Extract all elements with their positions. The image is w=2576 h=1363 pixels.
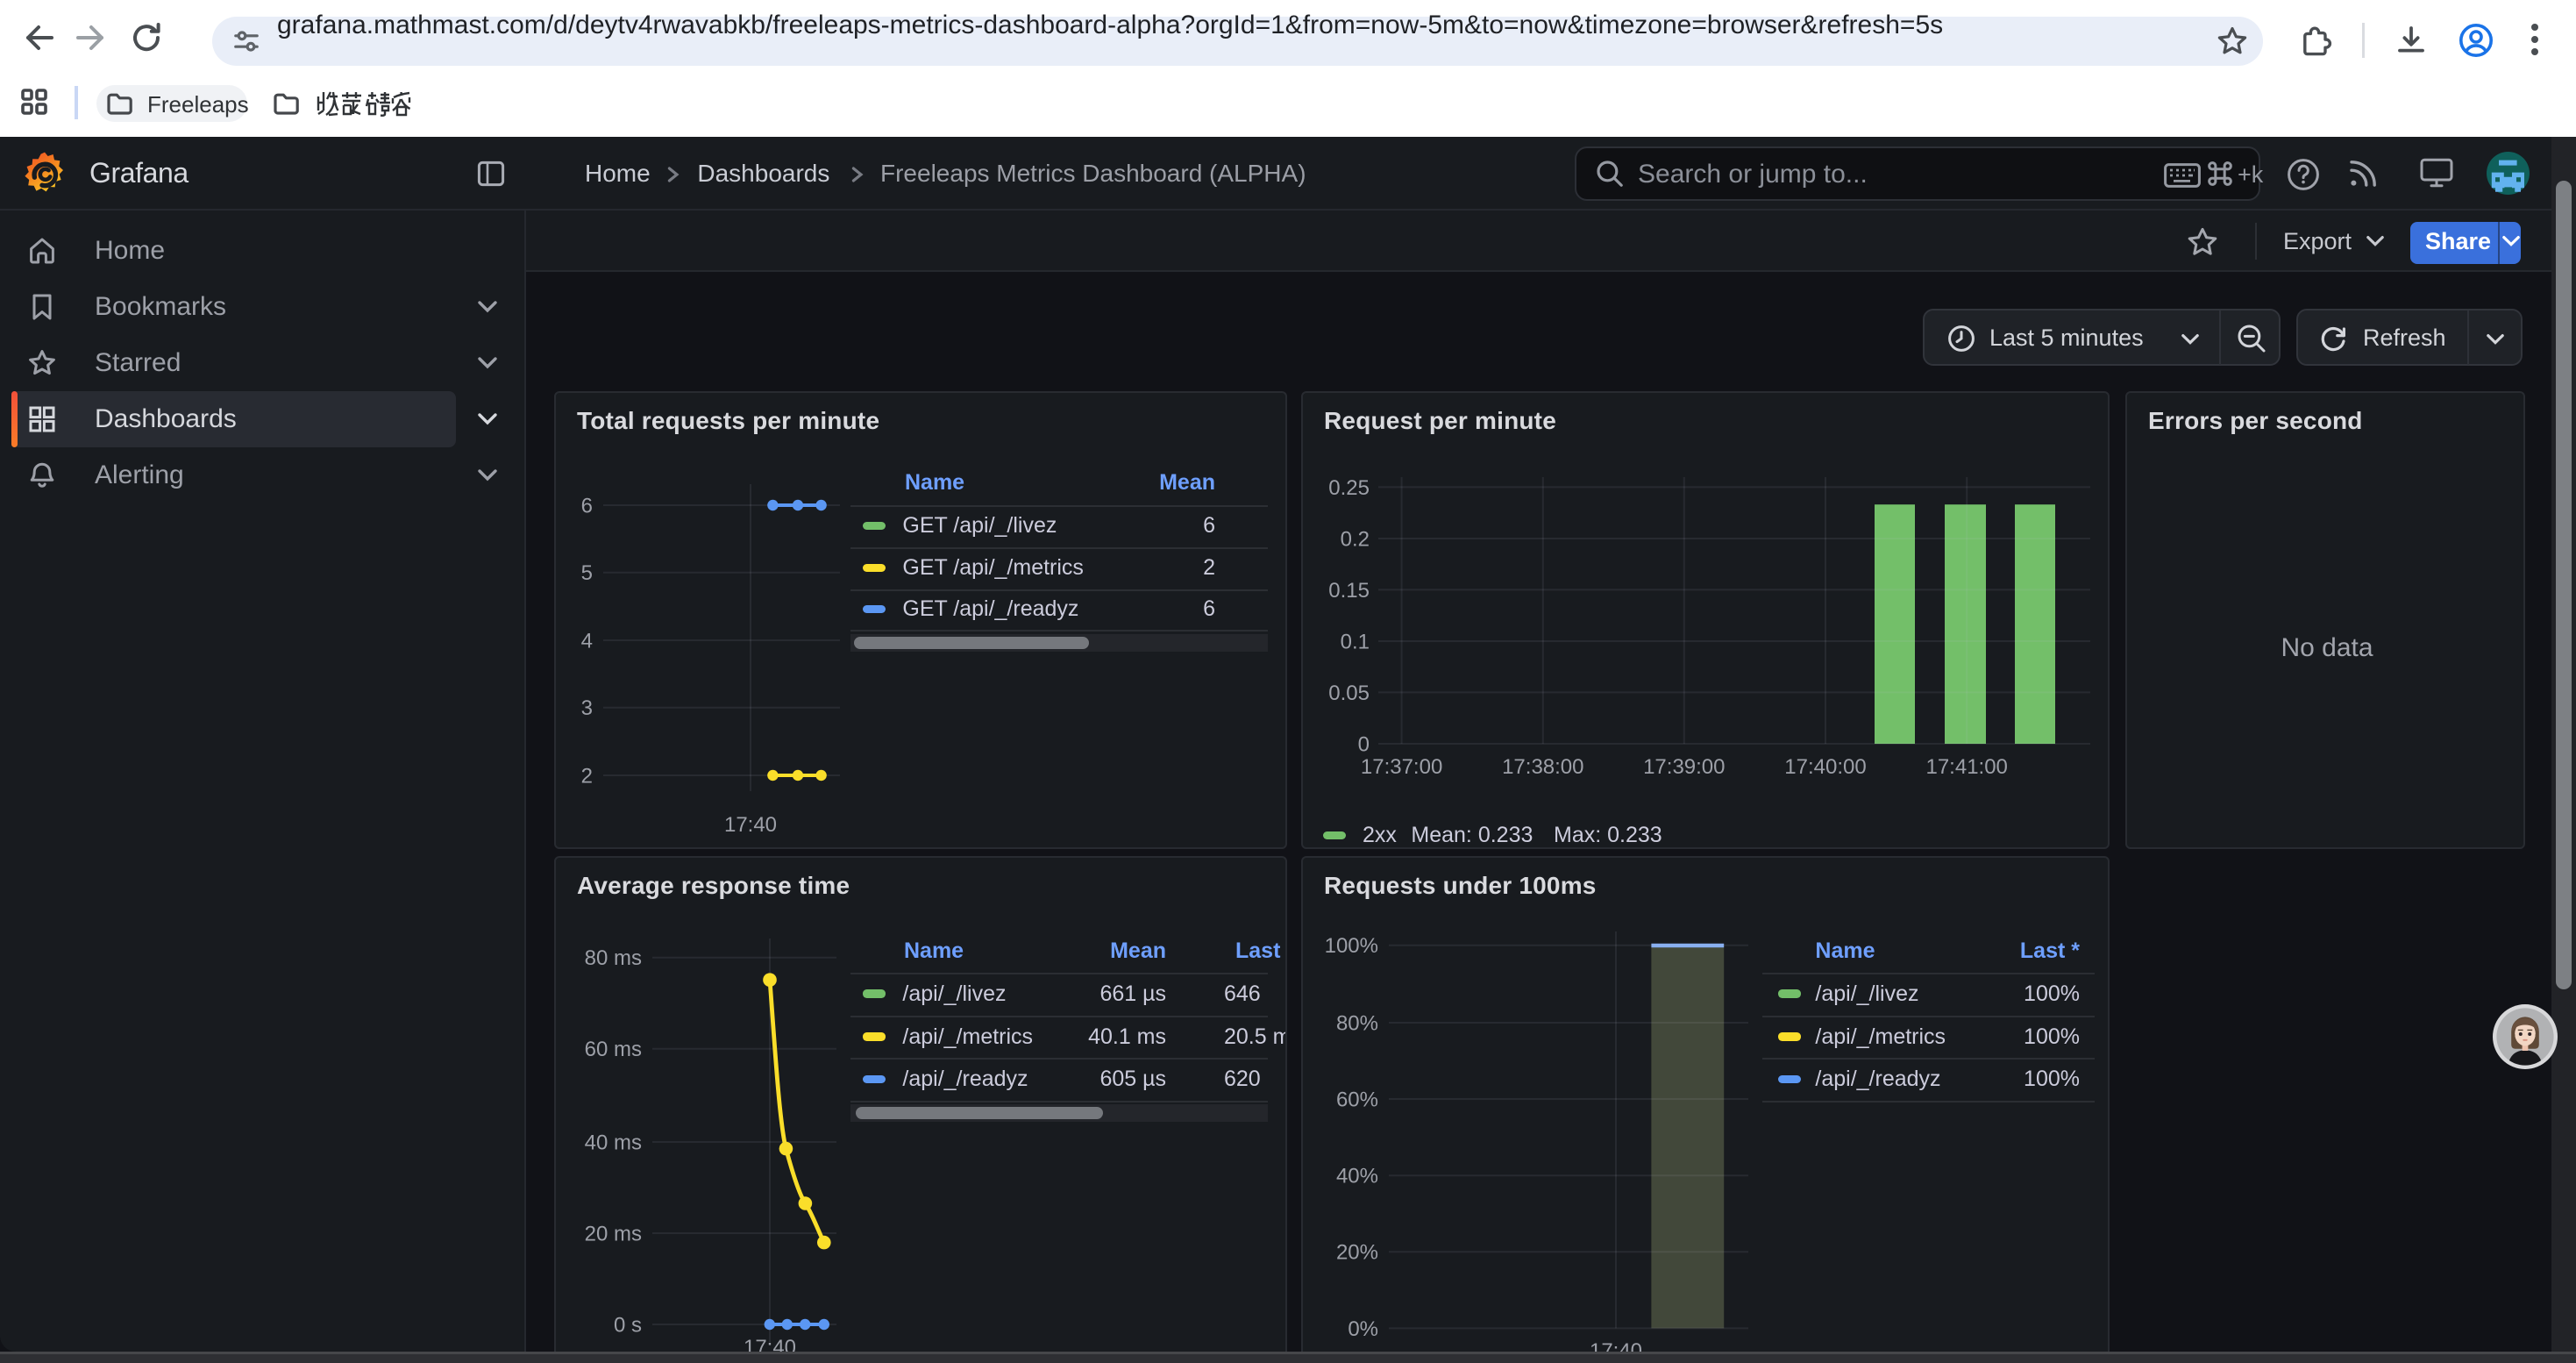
svg-text:0.25: 0.25 (1328, 476, 1370, 500)
svg-text:0.15: 0.15 (1328, 579, 1370, 603)
svg-text:0.05: 0.05 (1328, 682, 1370, 705)
svg-text:2: 2 (581, 764, 593, 788)
svg-text:80 ms: 80 ms (585, 946, 642, 970)
svg-text:40%: 40% (1336, 1165, 1378, 1188)
svg-text:17:40: 17:40 (724, 813, 777, 837)
svg-text:17:37:00: 17:37:00 (1361, 755, 1442, 779)
svg-text:17:40:00: 17:40:00 (1784, 755, 1866, 779)
svg-text:0 s: 0 s (614, 1313, 642, 1337)
svg-text:17:39:00: 17:39:00 (1643, 755, 1725, 779)
svg-text:6: 6 (581, 494, 593, 517)
svg-text:5: 5 (581, 561, 593, 585)
svg-text:17:41:00: 17:41:00 (1925, 755, 2007, 779)
svg-text:0.2: 0.2 (1341, 527, 1370, 551)
svg-text:20 ms: 20 ms (585, 1222, 642, 1245)
svg-text:17:38:00: 17:38:00 (1502, 755, 1583, 779)
svg-text:80%: 80% (1336, 1011, 1378, 1035)
svg-text:0.1: 0.1 (1341, 630, 1370, 653)
svg-text:60%: 60% (1336, 1088, 1378, 1111)
svg-text:0%: 0% (1348, 1317, 1378, 1341)
svg-text:20%: 20% (1336, 1241, 1378, 1265)
svg-text:0: 0 (1358, 732, 1370, 756)
svg-text:3: 3 (581, 696, 593, 720)
svg-text:100%: 100% (1325, 934, 1378, 958)
svg-text:4: 4 (581, 629, 593, 653)
svg-text:60 ms: 60 ms (585, 1038, 642, 1061)
svg-text:40 ms: 40 ms (585, 1131, 642, 1154)
